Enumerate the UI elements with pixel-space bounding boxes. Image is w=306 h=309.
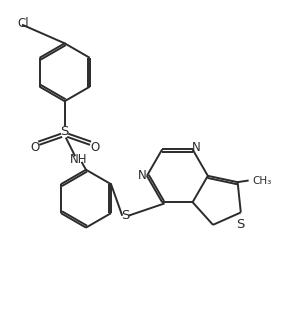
Text: N: N <box>192 142 201 154</box>
Text: Cl: Cl <box>17 17 29 30</box>
Text: S: S <box>237 218 245 231</box>
Text: S: S <box>121 209 130 222</box>
Text: N: N <box>138 169 147 182</box>
Text: S: S <box>61 125 69 138</box>
Text: CH₃: CH₃ <box>252 176 271 186</box>
Text: O: O <box>30 141 39 154</box>
Text: NH: NH <box>70 153 87 166</box>
Text: O: O <box>90 141 99 154</box>
